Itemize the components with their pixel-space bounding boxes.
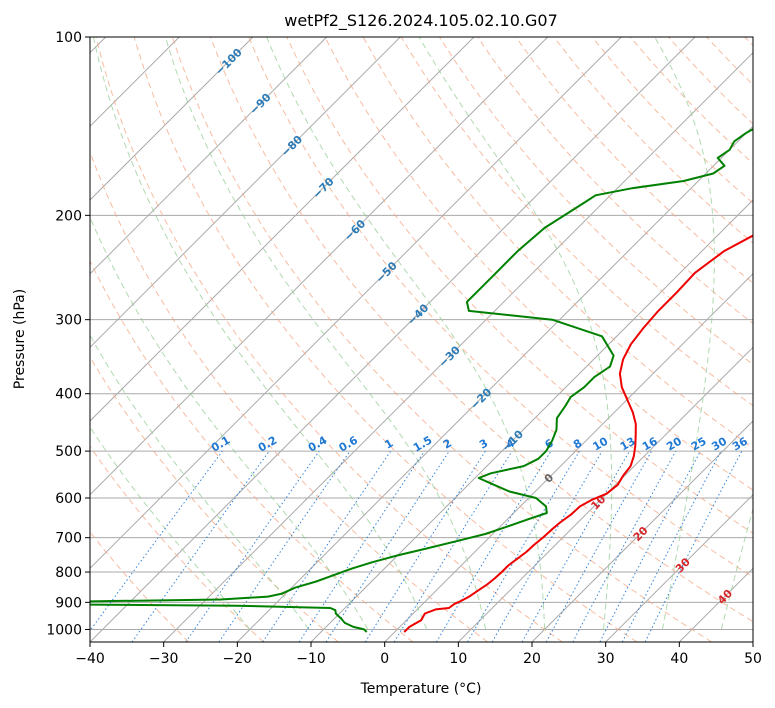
y-axis: 100 200 300 400 500 600 700 800 900 1000	[46, 30, 90, 638]
y-axis-label: Pressure (hPa)	[12, 289, 28, 389]
temperature-profile-line	[403, 234, 753, 633]
isotherm-label: −80	[279, 133, 306, 160]
isotherm-line	[384, 272, 753, 642]
background-lines	[90, 37, 753, 642]
moist-adiabat-line	[266, 37, 546, 630]
isotherm-line	[752, 641, 753, 642]
isotherm-line	[90, 37, 475, 422]
dry-adiabat-line	[90, 259, 414, 642]
moist-adiabat-line	[92, 37, 428, 630]
y-tick-label: 100	[55, 30, 82, 46]
isotherm-line	[90, 37, 401, 349]
dry-adiabat-line	[90, 445, 264, 642]
x-tick-label: 0	[380, 651, 389, 667]
mixing-ratio-line	[262, 450, 392, 642]
x-tick-label: −40	[75, 651, 105, 667]
isotherm-line	[90, 37, 696, 642]
mixing-ratio-label: 2	[441, 437, 454, 452]
dry-adiabat-line	[90, 150, 488, 642]
moist-adiabat-line	[90, 215, 369, 630]
dry-adiabat-line	[477, 37, 753, 325]
isotherm-line	[163, 51, 753, 642]
isotherm-line	[605, 493, 753, 642]
plot-frame	[89, 36, 754, 643]
mixing-ratio-line	[599, 450, 701, 642]
isotherm-line	[90, 37, 549, 496]
dry-adiabat-line	[706, 37, 753, 86]
moist-adiabat-line	[164, 37, 487, 630]
x-tick-label: 20	[523, 651, 541, 667]
isotherm-line	[531, 420, 753, 642]
moist-adiabat-line	[418, 37, 613, 630]
dry-adiabat-line	[133, 37, 638, 642]
mixing-ratio-line	[325, 450, 450, 642]
mixing-ratio-line	[90, 450, 223, 632]
moist-adiabat-line	[720, 506, 753, 630]
y-tick-label: 900	[55, 595, 82, 611]
moist-adiabat-line	[654, 37, 715, 630]
y-tick-label: 1000	[46, 622, 82, 638]
dry-adiabat-line	[286, 37, 753, 534]
y-tick-label: 300	[55, 313, 82, 329]
y-tick-label: 200	[55, 208, 82, 224]
mixing-ratio-line	[185, 450, 320, 642]
y-tick-label: 400	[55, 387, 82, 403]
x-tick-label: −20	[223, 651, 253, 667]
mixing-ratio-line	[572, 450, 677, 642]
isotherm-label: −50	[373, 259, 400, 286]
x-tick-label: 10	[449, 651, 467, 667]
x-axis-label: Temperature (°C)	[360, 681, 482, 697]
isotherm-line	[90, 37, 328, 275]
isotherm-label: 40	[715, 587, 735, 607]
mixing-ratio-label: 3	[477, 437, 490, 452]
mixing-ratio-line	[131, 450, 270, 642]
dry-adiabat-line	[95, 37, 563, 642]
dewpoint-profile-line	[90, 128, 753, 633]
isotherm-label: −100	[213, 46, 245, 78]
dry-adiabat-line	[90, 356, 339, 642]
isotherm-line	[457, 346, 753, 642]
mixing-ratio-line	[435, 450, 552, 642]
mixing-ratio-line	[298, 450, 425, 642]
moist-adiabat-line	[90, 426, 251, 630]
isotherm-line	[90, 37, 622, 570]
moist-adiabat-line	[90, 334, 310, 630]
dry-adiabat-line	[90, 531, 190, 642]
x-tick-label: 40	[670, 651, 688, 667]
dry-adiabat-line	[744, 37, 753, 47]
x-tick-label: −10	[296, 651, 326, 667]
mixing-ratio-line	[393, 450, 513, 642]
x-tick-label: −30	[149, 651, 179, 667]
y-tick-label: 800	[55, 565, 82, 581]
chart-title: wetPf2_S126.2024.105.02.10.G07	[284, 11, 558, 31]
dry-adiabat-line	[668, 37, 753, 125]
isotherm-line	[90, 37, 254, 201]
isotherm-label: 10	[588, 492, 608, 512]
dry-adiabat-line	[210, 37, 753, 623]
isotherm-label: −40	[405, 301, 432, 328]
x-tick-label: 30	[597, 651, 615, 667]
isotherm-line	[236, 125, 753, 642]
dry-adiabat-line	[591, 37, 753, 204]
y-tick-label: 700	[55, 531, 82, 547]
isotherm-line	[310, 199, 753, 642]
isotherm-label: −20	[468, 385, 495, 412]
mixing-ratio-line	[644, 450, 743, 642]
dry-adiabat-line	[515, 37, 753, 284]
x-axis: −40 −30 −20 −10 0 10 20 30 40 50	[75, 642, 762, 667]
y-tick-label: 600	[55, 491, 82, 507]
isotherm-line	[678, 567, 753, 642]
mixing-ratio-line	[218, 450, 351, 642]
mixing-ratio-line	[545, 450, 653, 642]
x-tick-label: 50	[744, 651, 762, 667]
profiles	[90, 128, 753, 633]
isotherm-label: −60	[342, 217, 369, 244]
dry-adiabat-line	[324, 37, 753, 491]
y-tick-label: 500	[55, 444, 82, 460]
dry-adiabat-line	[248, 37, 753, 578]
